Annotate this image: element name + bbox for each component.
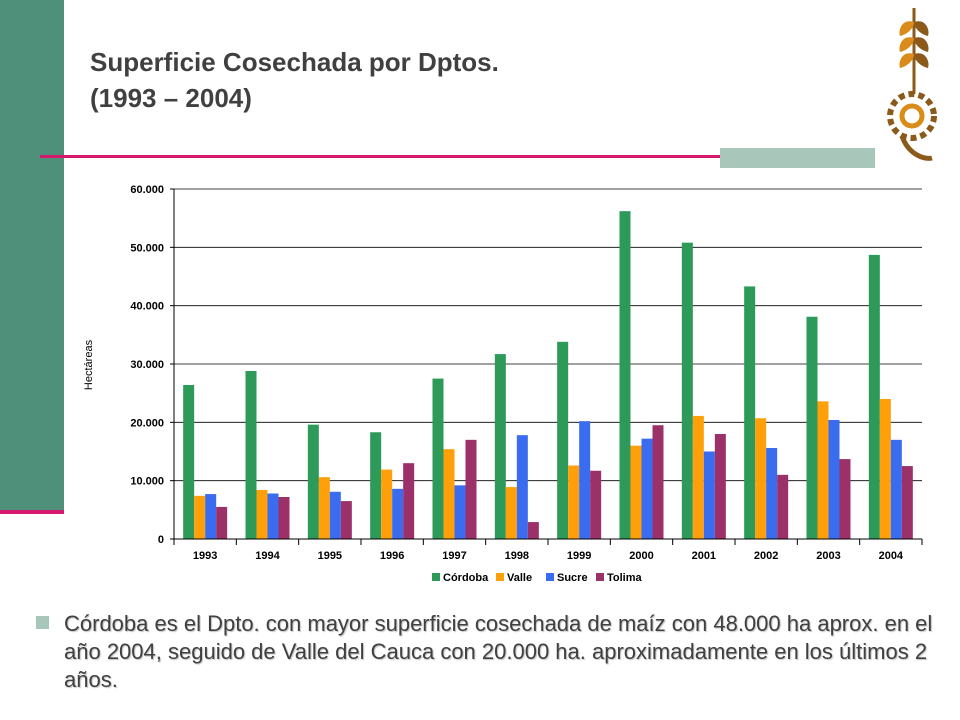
y-tick-label: 0 xyxy=(158,534,164,546)
legend-swatch xyxy=(432,573,440,581)
legend-label: Córdoba xyxy=(443,572,489,584)
bar-córdoba-1998 xyxy=(494,354,506,539)
legend-swatch xyxy=(596,573,604,581)
y-tick-label: 60.000 xyxy=(130,184,164,196)
bar-sucre-2001 xyxy=(703,451,715,539)
x-tick-label: 2001 xyxy=(692,550,716,562)
bar-córdoba-2001 xyxy=(681,242,693,539)
bar-tolima-1993 xyxy=(216,506,228,539)
title-divider xyxy=(40,155,875,158)
bullet-square-icon xyxy=(36,616,49,629)
bar-córdoba-1996 xyxy=(370,432,382,539)
slide-title: Superficie Cosechada por Dptos. (1993 – … xyxy=(90,44,499,116)
legend-label: Valle xyxy=(507,572,532,584)
wheat-gear-logo-icon xyxy=(887,8,937,161)
x-tick-label: 1993 xyxy=(193,550,217,562)
bar-valle-1993 xyxy=(194,495,206,539)
bar-valle-1998 xyxy=(505,487,517,539)
bar-valle-2000 xyxy=(630,445,642,539)
bar-tolima-1996 xyxy=(403,463,415,539)
bar-tolima-2000 xyxy=(652,425,664,539)
bar-valle-1995 xyxy=(318,477,330,539)
bar-tolima-2003 xyxy=(839,459,851,539)
legend-label: Sucre xyxy=(557,572,588,584)
bar-sucre-2003 xyxy=(828,420,840,539)
y-axis-label: Hectáreas xyxy=(83,339,95,390)
bar-sucre-2002 xyxy=(766,448,778,539)
bar-tolima-1998 xyxy=(527,522,539,539)
bar-sucre-1997 xyxy=(454,485,466,539)
legend-label: Tolima xyxy=(607,572,643,584)
legend-swatch xyxy=(546,573,554,581)
y-tick-label: 20.000 xyxy=(130,417,164,429)
x-tick-label: 2002 xyxy=(754,550,778,562)
bar-sucre-1993 xyxy=(205,494,217,539)
bar-sucre-2000 xyxy=(641,438,653,539)
bar-córdoba-2000 xyxy=(619,211,631,539)
title-line-1: Superficie Cosechada por Dptos. xyxy=(90,47,499,77)
bar-tolima-1994 xyxy=(278,497,290,539)
bar-sucre-2004 xyxy=(890,439,902,539)
bar-córdoba-1994 xyxy=(245,371,257,539)
bar-córdoba-2004 xyxy=(868,254,880,539)
bar-córdoba-1997 xyxy=(432,378,444,539)
y-tick-label: 40.000 xyxy=(130,301,164,313)
x-tick-label: 1994 xyxy=(255,550,280,562)
bar-sucre-1996 xyxy=(392,488,404,539)
bar-córdoba-1993 xyxy=(183,385,195,539)
bar-córdoba-2003 xyxy=(806,316,818,539)
bar-valle-2004 xyxy=(879,399,891,539)
bar-sucre-1999 xyxy=(579,421,591,539)
bullet-point: Córdoba es el Dpto. con mayor superficie… xyxy=(36,610,936,694)
bar-valle-2001 xyxy=(692,415,704,539)
harvested-area-bar-chart: 0 10.000 20.000 30.000 40.000 50.000 60.000 199… xyxy=(83,184,923,584)
side-bar xyxy=(0,0,64,512)
x-tick-label: 2003 xyxy=(816,550,840,562)
legend-swatch xyxy=(496,573,504,581)
x-tick-label: 1997 xyxy=(442,550,466,562)
bar-valle-2003 xyxy=(817,401,829,539)
bar-córdoba-1999 xyxy=(557,341,569,539)
x-tick-label: 1998 xyxy=(505,550,529,562)
bar-tolima-1999 xyxy=(590,470,602,539)
title-line-2: (1993 – 2004) xyxy=(90,83,252,113)
y-tick-label: 30.000 xyxy=(130,359,164,371)
bar-tolima-2001 xyxy=(714,434,726,539)
bar-córdoba-1995 xyxy=(307,424,319,539)
bar-sucre-1995 xyxy=(329,491,341,539)
y-tick-label: 50.000 xyxy=(130,242,164,254)
decorative-block xyxy=(720,148,875,168)
bar-tolima-2002 xyxy=(777,474,789,539)
bar-tolima-1997 xyxy=(465,439,477,539)
x-tick-label: 1995 xyxy=(318,550,342,562)
bar-sucre-1994 xyxy=(267,493,279,539)
bar-valle-2002 xyxy=(755,418,767,539)
bar-valle-1997 xyxy=(443,449,455,539)
x-tick-label: 2000 xyxy=(629,550,653,562)
bar-córdoba-2002 xyxy=(744,286,756,539)
x-tick-label: 1999 xyxy=(567,550,591,562)
bar-tolima-1995 xyxy=(340,501,352,539)
bar-valle-1999 xyxy=(568,465,580,539)
bar-valle-1994 xyxy=(256,490,268,539)
bullet-text: Córdoba es el Dpto. con mayor superficie… xyxy=(64,611,933,692)
x-tick-label: 1996 xyxy=(380,550,404,562)
bar-tolima-2004 xyxy=(901,466,913,539)
bar-sucre-1998 xyxy=(516,435,528,539)
side-bar-accent xyxy=(0,510,64,514)
bar-valle-1996 xyxy=(381,469,393,539)
x-tick-label: 2004 xyxy=(879,550,904,562)
y-tick-label: 10.000 xyxy=(130,476,164,488)
